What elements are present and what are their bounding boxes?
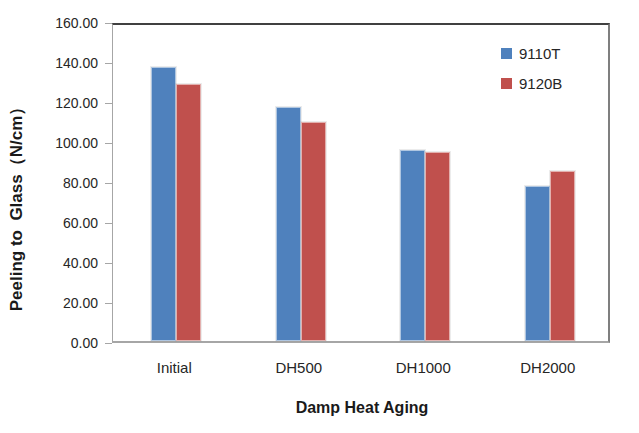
y-tick-mark <box>105 63 112 64</box>
y-tick-label: 40.00 <box>28 256 98 270</box>
bar-9120B-DH2000 <box>550 171 575 341</box>
x-category-label-DH500: DH500 <box>239 359 359 376</box>
bar-chart: Peeling to Glass（N/cm） 0.00 20.00 40.00 60.… <box>0 0 639 433</box>
y-tick-mark <box>105 223 112 224</box>
y-tick-label: 120.00 <box>28 96 98 110</box>
y-tick-label: 60.00 <box>28 216 98 230</box>
legend-item-9110T: 9110T <box>501 44 562 63</box>
y-tick-mark <box>105 103 112 104</box>
bar-9110T-DH2000 <box>525 186 550 341</box>
x-category-label-DH1000: DH1000 <box>363 359 483 376</box>
x-category-label-Initial: Initial <box>114 359 234 376</box>
y-tick-label: 80.00 <box>28 176 98 190</box>
y-tick-label: 140.00 <box>28 56 98 70</box>
bar-9110T-DH500 <box>276 107 301 341</box>
bar-9120B-Initial <box>176 84 201 341</box>
legend-swatch-9120B <box>501 78 512 89</box>
x-category-label-DH2000: DH2000 <box>488 359 608 376</box>
bar-9120B-DH1000 <box>425 152 450 341</box>
bar-9110T-DH1000 <box>400 150 425 341</box>
legend-swatch-9110T <box>501 48 512 59</box>
y-tick-label: 100.00 <box>28 136 98 150</box>
y-tick-mark <box>105 183 112 184</box>
bar-9110T-Initial <box>151 67 176 341</box>
y-tick-mark <box>105 263 112 264</box>
y-tick-mark <box>105 343 112 344</box>
y-tick-mark <box>105 303 112 304</box>
y-axis-title: Peeling to Glass（N/cm） <box>5 99 28 312</box>
legend-label-9120B: 9120B <box>519 75 562 92</box>
y-tick-mark <box>105 23 112 24</box>
y-tick-label: 0.00 <box>28 336 98 350</box>
x-axis-title: Damp Heat Aging <box>296 399 429 417</box>
bar-9120B-DH500 <box>301 122 326 341</box>
legend-label-9110T: 9110T <box>519 45 560 62</box>
legend-item-9120B: 9120B <box>501 74 562 93</box>
y-tick-label: 20.00 <box>28 296 98 310</box>
y-tick-mark <box>105 143 112 144</box>
legend: 9110T 9120B <box>501 44 562 104</box>
y-tick-label: 160.00 <box>28 16 98 30</box>
